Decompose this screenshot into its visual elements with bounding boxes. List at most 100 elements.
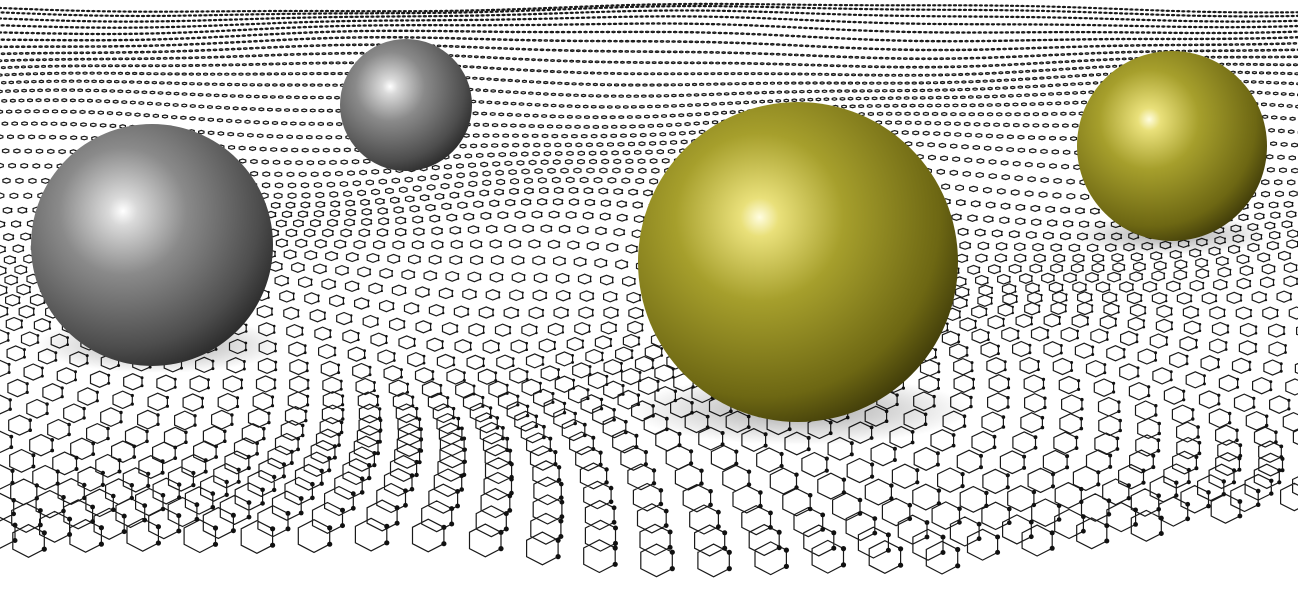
lattice-atom (689, 449, 694, 454)
lattice-atom (40, 374, 44, 378)
lattice-atom (849, 452, 854, 457)
lattice-atom (599, 397, 604, 402)
lattice-atom (969, 404, 973, 409)
lattice-atom (1274, 430, 1278, 435)
lattice-atom (481, 256, 484, 259)
lattice-atom (67, 516, 73, 522)
lattice-atom (1186, 480, 1191, 485)
lattice-atom (446, 404, 450, 408)
lattice-atom (708, 502, 713, 508)
lattice-atom (1278, 236, 1281, 239)
lattice-atom (986, 276, 989, 279)
lattice-atom (431, 370, 435, 374)
lattice-atom (768, 510, 773, 516)
lattice-atom (302, 220, 304, 223)
lattice-atom (466, 307, 470, 311)
lattice-atom (313, 230, 316, 233)
lattice-atom (340, 507, 345, 513)
lattice-atom (449, 207, 452, 209)
lattice-atom (1033, 435, 1038, 440)
lattice-atom (246, 466, 251, 471)
lattice-atom (12, 234, 15, 237)
lattice-atom (1247, 256, 1250, 258)
lattice-atom (176, 528, 182, 534)
lattice-atom (457, 277, 460, 280)
lattice-atom (561, 325, 565, 328)
lattice-atom (1022, 454, 1027, 459)
lattice-atom (12, 538, 18, 543)
lattice-atom (1189, 300, 1193, 303)
lattice-atom (1135, 340, 1139, 344)
lattice-atom (441, 541, 447, 547)
lattice-atom (608, 485, 614, 491)
lattice-atom (1246, 203, 1249, 206)
lattice-atom (368, 229, 371, 232)
lattice-atom (591, 212, 594, 215)
lattice-atom (1277, 246, 1280, 249)
lattice-atom (327, 525, 333, 531)
lattice-atom (990, 302, 993, 305)
lattice-atom (1189, 294, 1193, 297)
lattice-atom (1068, 210, 1071, 213)
lattice-atom (1006, 386, 1011, 390)
lattice-atom (82, 406, 86, 411)
lattice-atom (1005, 485, 1010, 490)
lattice-atom (965, 304, 968, 307)
lattice-atom (633, 282, 636, 285)
lattice-atom (270, 307, 274, 310)
lattice-atom (460, 261, 463, 264)
lattice-atom (414, 472, 419, 478)
lattice-atom (885, 547, 891, 553)
lattice-atom (525, 404, 530, 408)
lattice-atom (38, 522, 43, 528)
lattice-atom (145, 439, 149, 444)
lattice-atom (557, 375, 560, 379)
lattice-atom (462, 378, 466, 382)
lattice-atom (555, 537, 561, 543)
lattice-atom (625, 201, 628, 204)
lattice-atom (965, 298, 968, 302)
lattice-atom (1006, 396, 1010, 400)
lattice-atom (641, 329, 644, 332)
lattice-atom (332, 444, 337, 449)
lattice-atom (1117, 311, 1120, 314)
lattice-atom (1081, 269, 1084, 272)
lattice-atom (841, 490, 847, 495)
lattice-atom (1044, 259, 1046, 262)
lattice-atom (1003, 368, 1007, 372)
lattice-atom (140, 384, 144, 388)
lattice-atom (1185, 362, 1189, 366)
lattice-atom (1206, 490, 1211, 495)
lattice-atom (319, 223, 321, 226)
lattice-atom (1008, 206, 1011, 209)
lattice-atom (354, 213, 357, 216)
lattice-atom (22, 355, 26, 359)
lattice-atom (441, 245, 444, 248)
lattice-atom (347, 271, 349, 274)
lattice-atom (173, 377, 177, 381)
lattice-atom (1046, 329, 1050, 332)
lattice-atom (130, 393, 134, 398)
lattice-atom (1185, 276, 1188, 279)
lattice-atom (576, 187, 579, 190)
lattice-atom (1185, 501, 1191, 507)
lattice-atom (612, 408, 616, 412)
lattice-atom (429, 328, 432, 331)
lattice-atom (1276, 314, 1279, 318)
lattice-atom (559, 495, 564, 501)
lattice-atom (1061, 289, 1064, 292)
lattice-atom (90, 504, 95, 510)
lattice-atom (969, 242, 972, 245)
lattice-atom (431, 377, 435, 381)
lattice-atom (5, 286, 8, 289)
lattice-atom (327, 468, 332, 473)
lattice-atom (996, 344, 1000, 348)
lattice-atom (1040, 415, 1045, 420)
lattice-atom (1290, 225, 1293, 227)
lattice-atom (501, 256, 504, 259)
lattice-atom (29, 237, 32, 240)
lattice-atom (230, 422, 234, 426)
lattice-atom (1174, 493, 1179, 498)
lattice-atom (507, 508, 513, 513)
lattice-atom (626, 265, 629, 268)
